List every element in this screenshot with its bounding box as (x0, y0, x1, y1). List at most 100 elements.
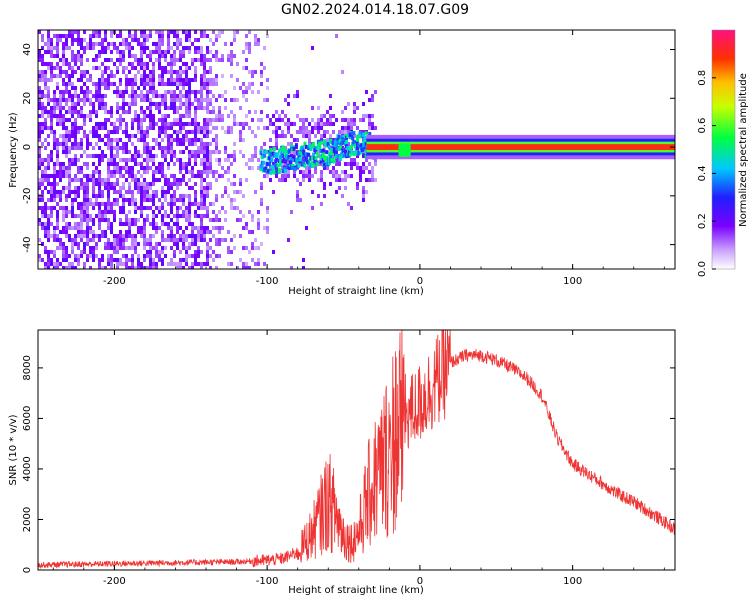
signal-blob (319, 159, 323, 164)
spectrogram-cell (86, 86, 89, 90)
spectrogram-cell (86, 178, 89, 182)
spectrogram-cell (44, 74, 47, 78)
spectrogram-cell (173, 122, 176, 126)
spectrogram-cell (50, 150, 53, 154)
spectrogram-cell (233, 98, 236, 102)
spectrogram-cell (38, 186, 41, 190)
spectrogram-cell (326, 110, 329, 114)
spectrogram-cell (101, 234, 104, 238)
spectrogram-cell (149, 54, 152, 58)
spectrogram-cell (47, 214, 50, 218)
spectrogram-cell (101, 38, 104, 42)
spectrogram-cell (305, 166, 308, 170)
spectrogram-cell (86, 258, 89, 262)
spectrogram-cell (290, 142, 293, 146)
spectrogram-cell (200, 222, 203, 226)
spectrogram-cell (62, 190, 65, 194)
spectrogram-cell (251, 246, 254, 250)
spectrogram-cell (134, 78, 137, 82)
spectrogram-cell (191, 238, 194, 242)
spectrogram-cell (65, 226, 68, 230)
spectrogram-cell (95, 122, 98, 126)
spectrogram-cell (134, 218, 137, 222)
spectrogram-cell (65, 150, 68, 154)
spectrogram-cell (194, 78, 197, 82)
spectrogram-cell (113, 190, 116, 194)
spectrogram-cell (89, 90, 92, 94)
spectrogram-cell (104, 266, 107, 269)
spectrogram-cell (245, 266, 248, 269)
spectrogram-cell (206, 146, 209, 150)
spectrogram-cell (44, 146, 47, 150)
spectrogram-cell (122, 106, 125, 110)
spectrogram-cell (110, 150, 113, 154)
spectrogram-cell (74, 254, 77, 258)
spectrogram-cell (152, 194, 155, 198)
spectrogram-cell (170, 62, 173, 66)
spectrogram-cell (209, 186, 212, 190)
spectrogram-cell (290, 210, 293, 214)
spectrogram-cell (203, 34, 206, 38)
spectrogram-cell (98, 178, 101, 182)
spectrogram-cell (230, 58, 233, 62)
spectrogram-cell (326, 122, 329, 126)
spectrogram-cell (149, 238, 152, 242)
signal-blob (318, 141, 322, 146)
spectrogram-cell (206, 86, 209, 90)
spectrogram-cell (329, 122, 332, 126)
spectrogram-cell (137, 42, 140, 46)
spectrogram-cell (77, 258, 80, 262)
spectrogram-cell (176, 182, 179, 186)
spectrogram-cell (347, 142, 350, 146)
spectrogram-cell (95, 214, 98, 218)
spectrogram-cell (131, 90, 134, 94)
spectrogram-cell (89, 246, 92, 250)
spectrogram-cell (122, 98, 125, 102)
spectrogram-cell (50, 126, 53, 130)
spectrogram-cell (143, 38, 146, 42)
spectrogram-cell (98, 34, 101, 38)
spectrogram-cell (206, 58, 209, 62)
spectrogram-cell (209, 78, 212, 82)
spectrogram-cell (191, 234, 194, 238)
spectrogram-cell (170, 58, 173, 62)
spectrogram-cell (275, 130, 278, 134)
spectrogram-cell (134, 246, 137, 250)
spectrogram-cell (74, 54, 77, 58)
spectrogram-cell (146, 218, 149, 222)
spectrogram-cell (44, 266, 47, 269)
spectrogram-cell (176, 34, 179, 38)
spectrogram-cell (110, 122, 113, 126)
spectrogram-cell (140, 162, 143, 166)
spectrogram-cell (98, 106, 101, 110)
spectrogram-cell (92, 202, 95, 206)
spectrogram-cell (71, 142, 74, 146)
spectrogram-cell (194, 130, 197, 134)
spectrogram-cell (71, 30, 74, 34)
spectrogram-cell (374, 178, 377, 182)
spectrogram-cell (254, 238, 257, 242)
spectrogram-cell (62, 70, 65, 74)
spectrogram-cell (305, 174, 308, 178)
spectrogram-cell (59, 122, 62, 126)
spectrogram-cell (182, 166, 185, 170)
spectrogram-cell (206, 214, 209, 218)
spectrogram-cell (65, 34, 68, 38)
spectrogram-cell (203, 214, 206, 218)
spectrogram-cell (173, 34, 176, 38)
spectrogram-cell (155, 206, 158, 210)
spectrogram-cell (206, 110, 209, 114)
spectrogram-cell (194, 254, 197, 258)
spectrogram-cell (167, 82, 170, 86)
spectrogram-cell (71, 42, 74, 46)
spectrogram-cell (146, 194, 149, 198)
spectrogram-cell (140, 62, 143, 66)
spectrogram-cell (218, 110, 221, 114)
spectrogram-cell (128, 202, 131, 206)
spectrogram-cell (41, 222, 44, 226)
spectrogram-cell (125, 234, 128, 238)
spectrogram-cell (71, 102, 74, 106)
spectrogram-cell (170, 154, 173, 158)
spectrogram-cell (350, 122, 353, 126)
spectrogram-cell (74, 234, 77, 238)
